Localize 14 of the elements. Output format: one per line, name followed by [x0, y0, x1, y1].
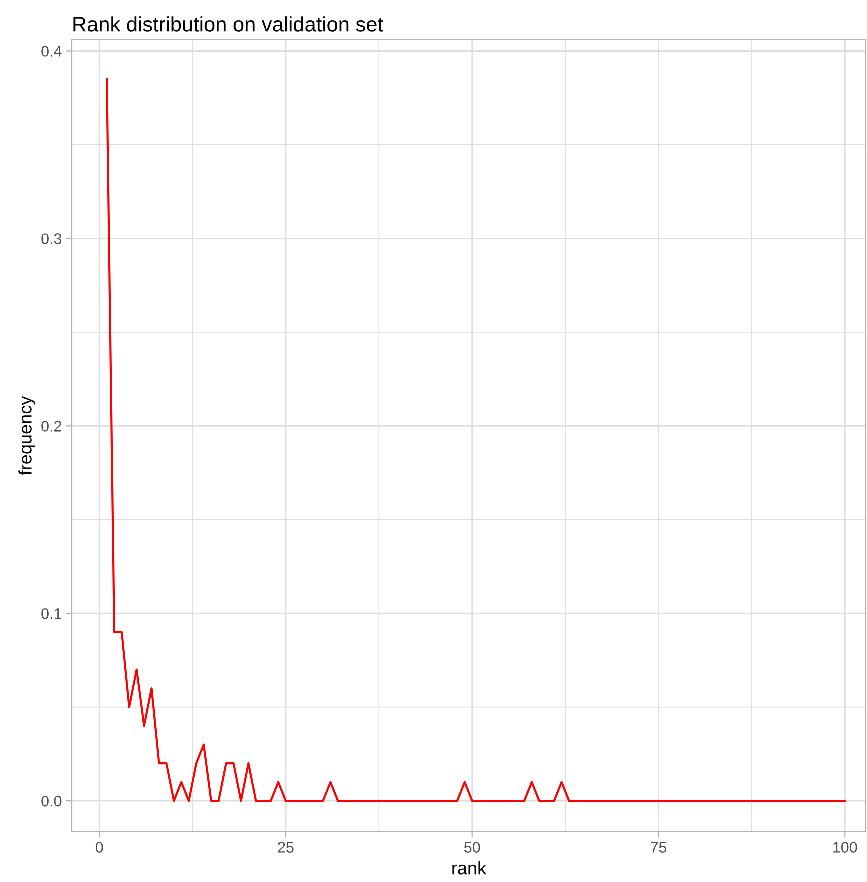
chart-title: Rank distribution on validation set — [74, 16, 384, 32]
x-tick-label: 50 — [464, 842, 480, 853]
x-tick-label: 0 — [96, 842, 104, 853]
y-tick-label: 0.3 — [42, 234, 62, 244]
x-axis-title: rank — [452, 862, 487, 875]
line-series — [106, 78, 846, 802]
x-tick-label: 100 — [834, 842, 858, 853]
y-tick-label: 0.1 — [42, 608, 62, 620]
x-tick-label: 25 — [278, 842, 294, 853]
y-tick-label: 0.4 — [42, 46, 62, 57]
x-tick-label: 75 — [651, 842, 667, 853]
y-tick-label: 0.2 — [42, 421, 62, 432]
y-axis-title: frequency — [18, 396, 36, 476]
text: 0.0 — [42, 796, 62, 807]
